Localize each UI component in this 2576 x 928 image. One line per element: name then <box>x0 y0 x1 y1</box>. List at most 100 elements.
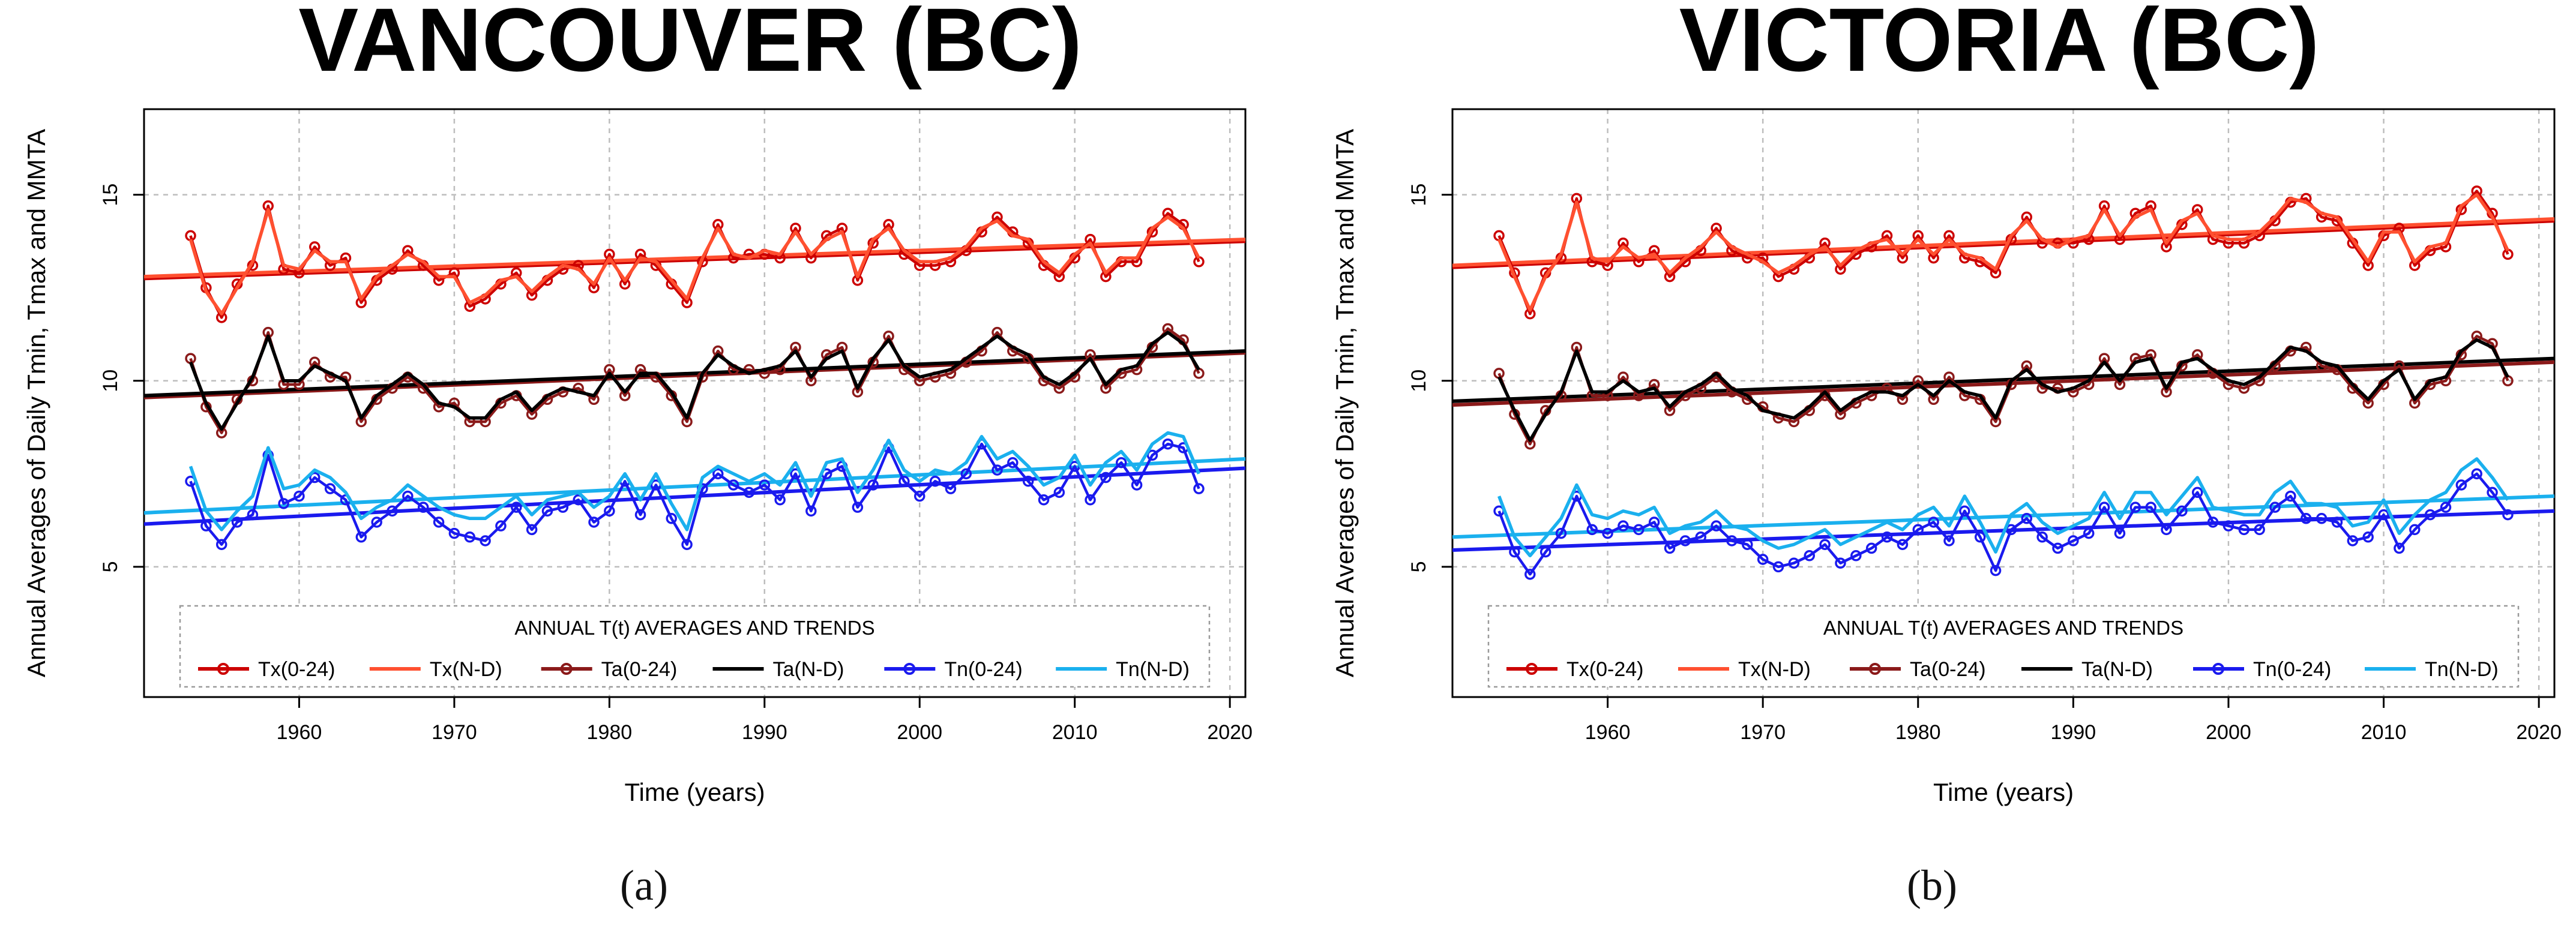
data-point-tn024 <box>2191 486 2203 498</box>
data-point-tn024 <box>1679 535 1691 546</box>
data-point-tn024 <box>387 505 398 517</box>
y-tick-label: 5 <box>1407 561 1430 572</box>
data-point-tn024 <box>1162 438 1174 450</box>
data-point-tn024 <box>215 539 227 550</box>
data-point-tn024 <box>433 516 445 528</box>
plot-frame <box>143 108 1247 698</box>
series-line-tnnd <box>188 431 1201 531</box>
y-tick-label: 15 <box>99 184 122 206</box>
chart-title: VICTORIA (BC) <box>1679 0 2320 90</box>
data-point-tn024 <box>1711 520 1722 531</box>
data-point-tn024 <box>992 464 1003 476</box>
data-point-tn024 <box>929 476 941 487</box>
y-tick-label: 15 <box>1407 184 1430 206</box>
data-point-tn024 <box>2254 524 2265 536</box>
data-point-tn024 <box>324 483 336 494</box>
legend-marker-tn024 <box>903 663 916 675</box>
legend-label: Ta(0-24) <box>1910 658 1986 681</box>
y-tick-label: 10 <box>1407 370 1430 392</box>
legend-label: Ta(0-24) <box>601 658 678 681</box>
legend-label: Tx(N-D) <box>430 658 502 681</box>
data-point-tn024 <box>681 539 693 550</box>
data-point-tn024 <box>666 513 677 524</box>
data-point-tn024 <box>1850 550 1862 561</box>
data-point-tn024 <box>867 479 879 491</box>
y-axis-label: Annual Averages of Daily Tmin, Tmax and … <box>1331 129 1359 677</box>
data-point-tn024 <box>1053 486 1065 498</box>
data-point-tn024 <box>480 535 491 546</box>
data-point-tn024 <box>1618 520 1629 531</box>
trend-line-tn024 <box>143 466 1246 526</box>
data-point-tn024 <box>1788 557 1800 569</box>
x-axis-label: Time (years) <box>624 778 765 806</box>
data-point-tn024 <box>2487 486 2498 498</box>
data-point-tn024 <box>960 468 972 480</box>
data-point-tn024 <box>1664 542 1676 554</box>
data-point-tn024 <box>2378 509 2389 521</box>
data-point-tn024 <box>1897 539 1909 550</box>
data-point-tn024 <box>1586 524 1598 536</box>
data-point-tn024 <box>2347 535 2359 546</box>
trend-line-tnnd <box>143 457 1246 515</box>
legend-label: Ta(N-D) <box>773 658 844 681</box>
data-point-tn024 <box>1146 449 1158 461</box>
data-point-tn024 <box>774 494 786 506</box>
x-tick-label: 2020 <box>1207 721 1253 744</box>
x-tick-label: 1970 <box>1740 721 1786 744</box>
data-point-tn024 <box>2161 524 2172 536</box>
data-point-tn024 <box>1772 561 1784 573</box>
data-point-tn024 <box>541 505 553 517</box>
data-point-tn024 <box>247 509 259 521</box>
legend-label: Tx(0-24) <box>258 658 335 681</box>
data-point-tn024 <box>526 524 538 536</box>
x-axis-label: Time (years) <box>1933 778 2074 806</box>
data-point-tn024 <box>2424 509 2436 521</box>
data-point-tn024 <box>1648 516 1660 528</box>
x-tick-label: 2010 <box>2361 721 2407 744</box>
data-point-tn024 <box>1959 505 1970 517</box>
x-tick-label: 1990 <box>742 721 787 744</box>
legend-marker-tn024 <box>2212 663 2224 675</box>
data-point-tn024 <box>2052 542 2063 554</box>
data-point-tn024 <box>1695 531 1706 543</box>
series-line-txnd <box>188 208 1200 316</box>
legend-marker-ta024 <box>560 663 573 675</box>
legend-label: Tn(0-24) <box>944 658 1022 681</box>
legend-marker-tx024 <box>1526 663 1538 675</box>
data-point-tn024 <box>309 471 320 483</box>
x-tick-label: 2010 <box>1052 721 1098 744</box>
legend-label: Ta(N-D) <box>2081 658 2153 681</box>
legend-title: ANNUAL T(t) AVERAGES AND TRENDS <box>514 617 874 639</box>
data-point-tn024 <box>1835 557 1846 569</box>
data-point-tn024 <box>805 505 817 517</box>
data-point-tn024 <box>1943 535 1955 546</box>
trend-line-txnd <box>143 238 1246 279</box>
caption-a: (a) <box>620 861 668 909</box>
legend-label: Tn(N-D) <box>2425 658 2499 681</box>
panel-vancouver: VANCOUVER (BC) 1960 1970 1980 1990 2000 2010 2… <box>22 0 1253 909</box>
series-line-tn024 <box>189 442 1200 546</box>
data-point-tn024 <box>557 501 569 513</box>
legend-label: Tx(N-D) <box>1738 658 1811 681</box>
data-point-tn024 <box>1726 535 1738 546</box>
data-point-tn024 <box>2362 531 2374 543</box>
data-point-tn024 <box>1633 524 1645 536</box>
data-point-tn024 <box>293 490 305 502</box>
data-point-tn024 <box>278 498 289 509</box>
data-point-tn024 <box>2068 535 2079 546</box>
data-point-tn024 <box>2502 509 2514 521</box>
data-point-tn024 <box>634 509 646 521</box>
data-point-tn024 <box>511 501 522 513</box>
data-point-tn024 <box>1539 546 1551 558</box>
data-point-tn024 <box>2036 531 2048 543</box>
y-axis-label: Annual Averages of Daily Tmin, Tmax and … <box>22 129 50 677</box>
legend-label: Tn(N-D) <box>1116 658 1190 681</box>
data-point-tn024 <box>2098 501 2110 513</box>
x-tick-label: 1970 <box>432 721 477 744</box>
data-point-tn024 <box>588 516 600 528</box>
series-line-tnnd <box>1497 457 2509 558</box>
x-tick-label: 1960 <box>1585 721 1631 744</box>
data-point-tn024 <box>1100 471 1112 483</box>
data-point-tn024 <box>727 479 739 491</box>
data-point-tn024 <box>1974 531 1986 543</box>
